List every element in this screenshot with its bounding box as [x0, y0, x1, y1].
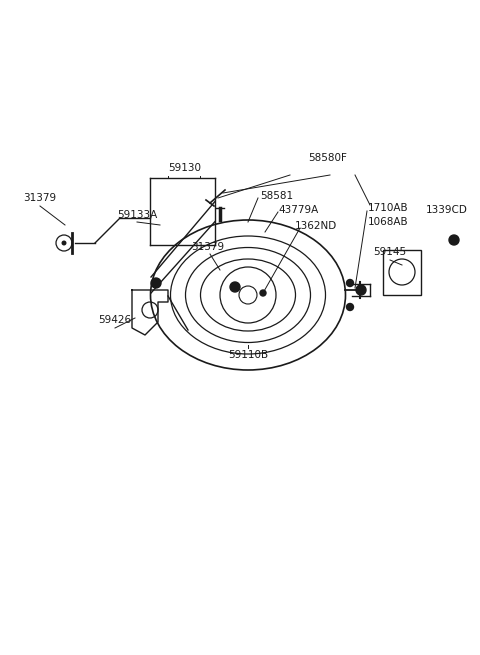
Text: 59110B: 59110B	[228, 350, 268, 360]
Text: 1339CD: 1339CD	[426, 205, 468, 215]
Circle shape	[449, 235, 459, 245]
Bar	[383, 250, 421, 295]
Circle shape	[347, 303, 353, 310]
Text: 1068AB: 1068AB	[368, 217, 408, 227]
Text: 1362ND: 1362ND	[295, 221, 337, 231]
Text: 31379: 31379	[24, 193, 57, 203]
Text: 59133A: 59133A	[117, 210, 157, 220]
Text: 59130: 59130	[168, 163, 202, 173]
Circle shape	[61, 240, 67, 246]
Circle shape	[151, 278, 161, 288]
Text: 43779A: 43779A	[278, 205, 318, 215]
Text: 58580F: 58580F	[309, 153, 348, 163]
Circle shape	[260, 290, 266, 296]
Text: 1710AB: 1710AB	[368, 203, 408, 213]
Circle shape	[356, 285, 366, 295]
Circle shape	[230, 282, 240, 292]
Text: 31379: 31379	[192, 242, 225, 252]
Text: 59145: 59145	[373, 247, 407, 257]
Text: 58581: 58581	[260, 191, 293, 201]
Circle shape	[347, 280, 353, 286]
Text: 59426: 59426	[98, 315, 132, 325]
